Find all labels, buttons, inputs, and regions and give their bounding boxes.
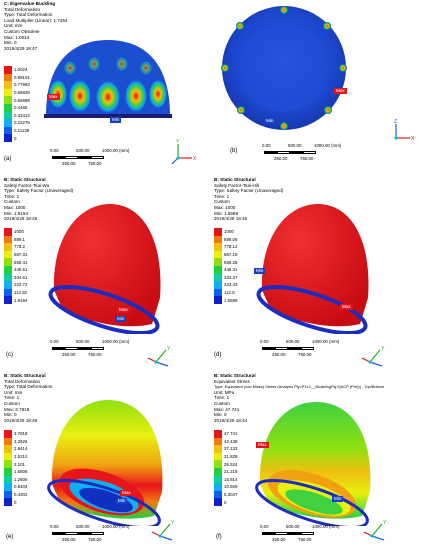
panel-e-dome (47, 400, 163, 526)
legend-value: 0.77963 (14, 82, 30, 88)
panel-b: Max Min 0.00 500.00 1000.00 (mm) 250.00 … (210, 0, 421, 170)
panel-d-axis-triad: Y (361, 346, 385, 367)
panel-a-title: C: Eigenvalue Buckling (4, 1, 56, 6)
panel-a-dome (44, 40, 172, 118)
panel-a-line: 2019/4/29 18:47 (4, 45, 38, 51)
panel-a-max-tag: Max (47, 94, 60, 100)
panel-d: B: Static Structural Safety Factor-Tsai-… (210, 176, 421, 367)
svg-text:X: X (411, 136, 415, 142)
panel-a-header: C: Eigenvalue Buckling Total Deformation… (4, 1, 68, 51)
panel-f-max-tag: Max (256, 442, 269, 448)
svg-text:Y: Y (381, 346, 385, 352)
panel-f-dome (255, 402, 371, 526)
svg-text:Z: Z (394, 119, 397, 125)
panel-c-label: (c) (6, 352, 13, 358)
panel-d-label: (d) (214, 352, 222, 358)
panel-a-min-tag: Min (110, 117, 122, 123)
panel-a-scale-bar: 0.00 500.00 1000.00 (mm) 250.00 750.00 (50, 148, 130, 166)
panel-f: B: Static Structural Equivalent Stress T… (210, 372, 421, 550)
panel-c-min-tag: Min (115, 316, 127, 322)
panel-c-max-tag: Max (117, 307, 130, 313)
svg-text:Y: Y (176, 139, 180, 145)
panel-f-scale-bar: 0.00 500.00 1000.00 (mm) 250.00 750.00 (260, 524, 340, 542)
panel-b-label: (b) (230, 148, 238, 154)
panel-d-legend: 1000 889.06 778.12 667.19 556.25 445.31 … (214, 228, 237, 304)
panel-c-scale-bar: 0.00 500.00 1000.00 (mm) 250.00 750.00 (50, 339, 130, 357)
panel-b-max-tag: Max (334, 88, 347, 94)
legend-value: 0.22275 (14, 120, 30, 126)
panel-e-label: (e) (6, 534, 14, 540)
panel-b-axis-triad: X Z (394, 119, 415, 142)
panel-a-line: Load Multiplier (Linear): 1.7354 (4, 17, 68, 23)
svg-text:X: X (193, 156, 197, 162)
panel-a-axis-triad: X Y (171, 139, 197, 165)
panel-a-line: Min: 0 (4, 40, 17, 46)
panel-c-axis-triad: Y (147, 346, 171, 367)
panel-a-legend: 1.0024 0.89101 0.77963 0.66826 0.55688 0… (4, 66, 30, 142)
panel-e-header: B: Static Structural Total Deformation T… (4, 373, 53, 423)
panel-f-axis-triad: Y (363, 520, 387, 541)
panel-a-line: Type: Total Deformation (4, 12, 53, 18)
panel-d-max-tag: Max (340, 304, 353, 310)
panel-e-legend: 3.7818 3.3626 2.9414 2.5212 2.101 1.6808… (4, 430, 27, 506)
panel-e-scale-bar: 0.00 500.00 1000.00 (mm) 250.00 750.00 (50, 524, 130, 542)
panel-f-legend: 47.741 42.438 37.133 31.828 26.524 21.21… (214, 430, 237, 506)
panel-b-scale-bar: 0.00 500.00 1000.00 (mm) 250.00 750.00 (262, 143, 342, 161)
legend-value: 0.89101 (14, 74, 30, 80)
legend-value: 0.4455 (14, 105, 28, 111)
legend-value: 0.66826 (14, 90, 30, 96)
panel-e-min-tag: Min (116, 498, 128, 504)
panel-c-header: B: Static Structural Safety Factor-Tsai-… (4, 177, 74, 222)
legend-value: 0.11138 (14, 128, 30, 134)
panel-c-dome (48, 204, 161, 334)
legend-value: 1.0024 (14, 67, 28, 73)
panel-b-dome-top-view (221, 6, 347, 130)
panel-b-min-tag: Min (264, 118, 276, 124)
panel-d-header: B: Static Structural Safety Factor-Tsai-… (214, 177, 284, 222)
panel-a-label: (a) (4, 156, 12, 162)
panel-f-header: B: Static Structural Equivalent Stress T… (214, 373, 385, 423)
panel-e-axis-triad: Y (151, 520, 175, 541)
panel-a-line: Unit: mm (4, 23, 23, 29)
panel-d-scale-bar: 0.00 500.00 1000.00 (mm) 250.00 750.00 (260, 339, 340, 357)
legend-value: 0.55688 (14, 97, 30, 103)
panel-a-line: Custom Obsolete (4, 28, 40, 34)
panel-c: B: Static Structural Safety Factor-Tsai-… (0, 176, 210, 367)
panel-e-max-tag: Max (120, 490, 133, 496)
panel-a-line: Max: 1.0024 (4, 34, 30, 40)
panel-f-label: (f) (216, 534, 222, 540)
panel-d-min-tag: Min (254, 268, 266, 274)
legend-value: 0 (14, 135, 17, 141)
svg-text:Y: Y (383, 520, 387, 526)
panel-e: B: Static Structural Total Deformation T… (0, 372, 210, 550)
panel-c-legend: 1000 889.1 778.2 667.31 556.41 445.51 33… (4, 228, 27, 304)
legend-value: 0.33413 (14, 112, 30, 118)
panel-a-line: Total Deformation (4, 6, 41, 12)
svg-text:Y: Y (167, 346, 171, 352)
panel-f-min-tag: Min (332, 496, 344, 502)
panel-d-dome (256, 204, 369, 334)
svg-text:Y: Y (171, 520, 175, 526)
panel-a: C: Eigenvalue Buckling Total Deformation… (0, 0, 210, 170)
